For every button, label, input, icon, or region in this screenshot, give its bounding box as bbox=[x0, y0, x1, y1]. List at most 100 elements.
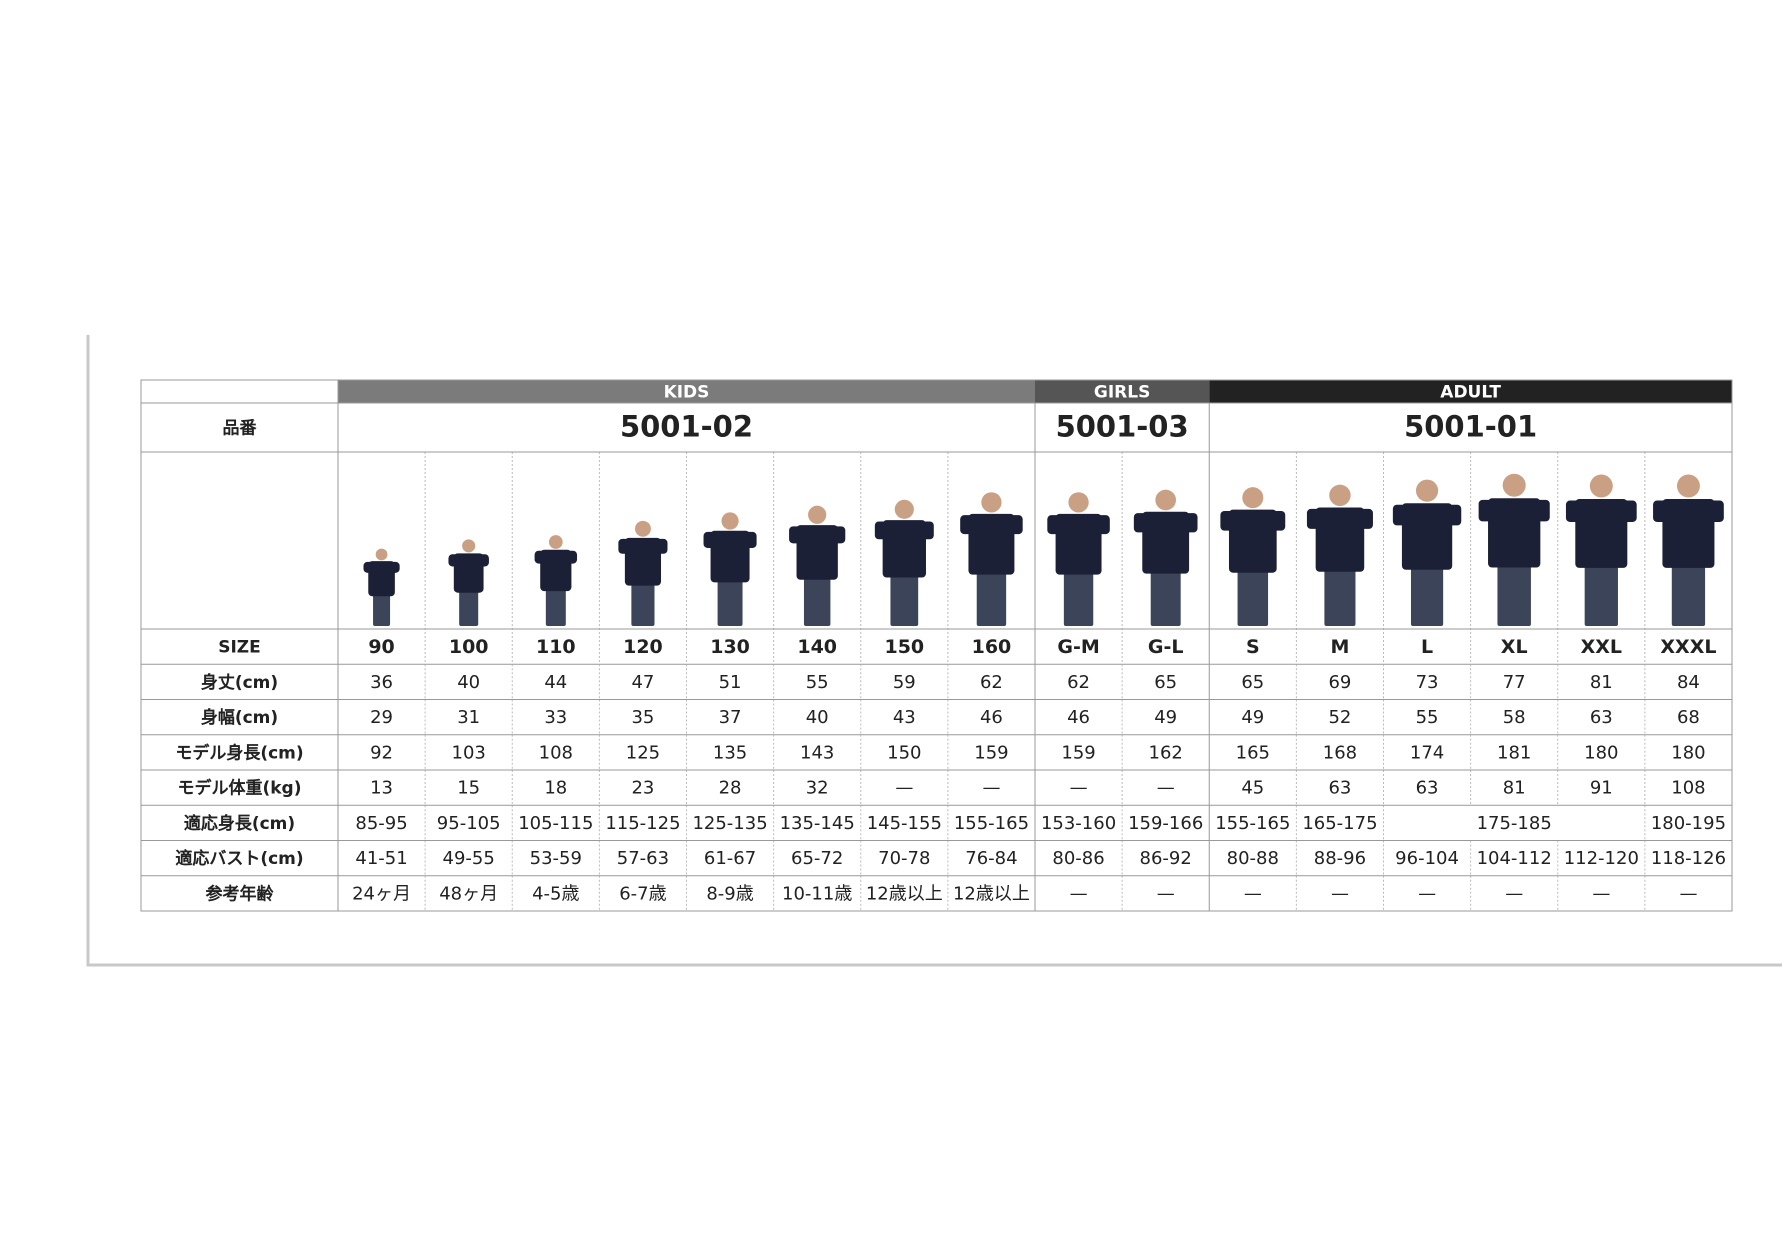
cell: — bbox=[1418, 883, 1436, 904]
cell: 68 bbox=[1677, 707, 1700, 728]
cell: 15 bbox=[457, 778, 480, 799]
size-label: 160 bbox=[972, 636, 1012, 658]
cell: 65 bbox=[1241, 672, 1264, 693]
cell: — bbox=[1244, 883, 1262, 904]
cell: 36 bbox=[370, 672, 393, 693]
row-label: 適応身長(cm) bbox=[184, 813, 295, 834]
cell: 80-88 bbox=[1227, 848, 1279, 869]
cell: 63 bbox=[1328, 778, 1351, 799]
model-sleeve bbox=[534, 550, 578, 564]
model-head bbox=[1155, 489, 1177, 511]
model-legs bbox=[545, 584, 566, 626]
cell: 40 bbox=[806, 707, 829, 728]
model-legs bbox=[373, 590, 391, 626]
cell: 165 bbox=[1236, 742, 1270, 763]
model-legs bbox=[1497, 556, 1531, 626]
cell: 88-96 bbox=[1314, 848, 1366, 869]
model-sleeve bbox=[618, 538, 668, 554]
cell: 155-165 bbox=[1215, 813, 1290, 834]
cell: 62 bbox=[1067, 672, 1090, 693]
model-legs bbox=[631, 578, 655, 626]
model-head bbox=[894, 499, 914, 519]
cell: — bbox=[1331, 883, 1349, 904]
cell: 91 bbox=[1590, 778, 1613, 799]
model-sleeve bbox=[363, 561, 400, 573]
model-head bbox=[1068, 492, 1089, 513]
size-label: 120 bbox=[623, 636, 663, 658]
size-label: L bbox=[1421, 636, 1433, 658]
cell: 37 bbox=[719, 707, 742, 728]
cell: 108 bbox=[1671, 778, 1705, 799]
cell: 63 bbox=[1590, 707, 1613, 728]
row-label: モデル身長(cm) bbox=[175, 742, 303, 763]
cell: 12歳以上 bbox=[953, 883, 1030, 904]
group-header bbox=[338, 380, 1035, 403]
cell: 13 bbox=[370, 778, 393, 799]
group-header bbox=[1209, 380, 1732, 403]
model-head bbox=[375, 548, 388, 561]
row-label: 身幅(cm) bbox=[201, 707, 278, 728]
model-sleeve bbox=[448, 554, 489, 567]
size-label: 110 bbox=[536, 636, 576, 658]
cell: 81 bbox=[1503, 778, 1526, 799]
cell: — bbox=[1505, 883, 1523, 904]
cell: — bbox=[1070, 778, 1088, 799]
group-header bbox=[1035, 380, 1210, 403]
cell: 49-55 bbox=[443, 848, 495, 869]
cell: 31 bbox=[457, 707, 480, 728]
cell: 86-92 bbox=[1140, 848, 1192, 869]
product-code: 5001-03 bbox=[1056, 410, 1189, 444]
model-sleeve bbox=[960, 515, 1023, 535]
cell: 52 bbox=[1328, 707, 1351, 728]
cell: — bbox=[1070, 883, 1088, 904]
cell: 145-155 bbox=[867, 813, 942, 834]
cell: 45 bbox=[1241, 778, 1264, 799]
cell: 35 bbox=[631, 707, 654, 728]
cell: 18 bbox=[544, 778, 567, 799]
cell: 125 bbox=[626, 742, 660, 763]
size-label: XXL bbox=[1581, 636, 1622, 658]
cell: — bbox=[1592, 883, 1610, 904]
model-legs bbox=[803, 571, 831, 626]
size-label: G-M bbox=[1057, 636, 1099, 658]
cell: 63 bbox=[1416, 778, 1439, 799]
model-head bbox=[1329, 484, 1351, 507]
cell: 40 bbox=[457, 672, 480, 693]
cell: 29 bbox=[370, 707, 393, 728]
cell: — bbox=[982, 778, 1000, 799]
model-legs bbox=[1063, 565, 1094, 626]
cell: 85-95 bbox=[355, 813, 407, 834]
cell: 175-185 bbox=[1477, 813, 1552, 834]
cell: — bbox=[895, 778, 913, 799]
table-border bbox=[140, 379, 1733, 912]
cell: 180 bbox=[1584, 742, 1618, 763]
cell: 81 bbox=[1590, 672, 1613, 693]
model-head bbox=[981, 492, 1002, 513]
model-head bbox=[1676, 474, 1700, 498]
cell: 103 bbox=[452, 742, 486, 763]
row-label: SIZE bbox=[218, 638, 261, 658]
cell: 58 bbox=[1503, 707, 1526, 728]
size-label: G-L bbox=[1148, 636, 1184, 658]
cell: 69 bbox=[1328, 672, 1351, 693]
cell: 10-11歳 bbox=[782, 883, 852, 904]
cell: 135 bbox=[713, 742, 747, 763]
cell: 143 bbox=[800, 742, 834, 763]
cell: 65-72 bbox=[791, 848, 843, 869]
cell: 180 bbox=[1671, 742, 1705, 763]
cell: 70-78 bbox=[878, 848, 930, 869]
model-sleeve bbox=[1392, 504, 1462, 526]
model-legs bbox=[1237, 562, 1269, 626]
row-label: 身丈(cm) bbox=[201, 672, 278, 693]
cell: 155-165 bbox=[954, 813, 1029, 834]
cell: 28 bbox=[719, 778, 742, 799]
cell: — bbox=[1157, 778, 1175, 799]
cell: 57-63 bbox=[617, 848, 669, 869]
cell: 150 bbox=[887, 742, 921, 763]
cell: 48ヶ月 bbox=[439, 883, 498, 904]
cell: 84 bbox=[1677, 672, 1700, 693]
cell: 73 bbox=[1416, 672, 1439, 693]
cell: 92 bbox=[370, 742, 393, 763]
cell: 4-5歳 bbox=[532, 883, 579, 904]
